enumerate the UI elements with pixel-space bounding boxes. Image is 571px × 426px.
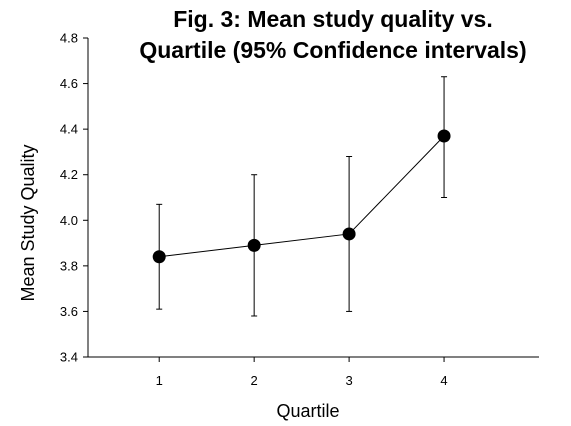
chart-title-line-1: Fig. 3: Mean study quality vs. <box>173 6 493 32</box>
y-axis-label: Mean Study Quality <box>18 144 38 301</box>
y-tick-label: 4.2 <box>60 167 78 182</box>
y-tick-label: 4.8 <box>60 31 78 46</box>
x-tick-label: 4 <box>440 373 447 388</box>
y-tick-label: 4.4 <box>60 122 78 137</box>
y-tick-label: 3.4 <box>60 350 78 365</box>
data-point <box>152 250 166 264</box>
chart-title-line-2: Quartile (95% Confidence intervals) <box>139 37 526 63</box>
y-tick-label: 3.6 <box>60 304 78 319</box>
x-tick-label: 2 <box>251 373 258 388</box>
series-line <box>159 135 445 258</box>
data-point <box>247 238 261 252</box>
data-point <box>437 129 451 143</box>
x-tick-label: 3 <box>345 373 352 388</box>
y-tick-label: 3.8 <box>60 258 78 273</box>
x-axis-label: Quartile <box>276 401 339 421</box>
plot-area: 3.4 3.6 3.8 4.0 4.2 4.4 4.6 4.8 1 2 3 4 <box>60 31 539 388</box>
data-point <box>342 227 356 241</box>
chart-title: Fig. 3: Mean study quality vs. Quartile … <box>139 6 526 63</box>
y-tick-label: 4.0 <box>60 213 78 228</box>
y-tick-label: 4.6 <box>60 76 78 91</box>
x-tick-label: 1 <box>156 373 163 388</box>
